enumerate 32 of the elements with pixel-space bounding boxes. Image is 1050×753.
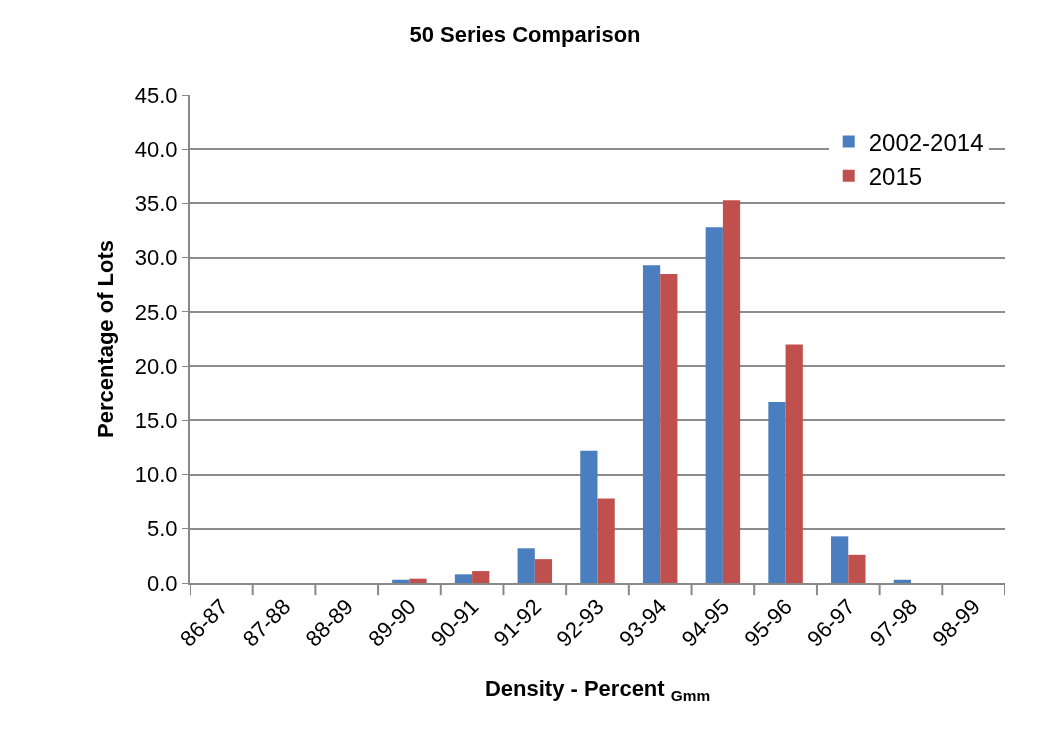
bar: [831, 536, 849, 583]
bar: [785, 344, 803, 583]
y-tick-label: 0.0: [147, 570, 178, 596]
bar: [848, 554, 866, 583]
y-tick-label: 15.0: [134, 408, 178, 434]
legend-label: 2002-2014: [868, 128, 984, 156]
bar: [454, 574, 473, 583]
bar: [580, 450, 598, 583]
y-tick-label: 35.0: [134, 191, 178, 217]
y-tick-label: 30.0: [134, 245, 178, 271]
y-tick-label: 20.0: [134, 353, 178, 379]
bar: [409, 578, 427, 583]
x-axis-title: Density - Percent $_{Gmm}$: [484, 675, 711, 704]
y-tick-label: 45.0: [134, 82, 178, 108]
bar: [472, 571, 490, 583]
bar: [517, 548, 535, 583]
y-axis-title: Percentage of Lots: [93, 239, 119, 439]
bar: [597, 498, 615, 583]
y-tick-label: 10.0: [134, 462, 178, 488]
bar: [642, 265, 661, 583]
bar: [392, 579, 410, 583]
bar: [722, 200, 741, 583]
chart-title: 50 Series Comparison: [409, 21, 641, 47]
legend-label: 2015: [868, 163, 923, 191]
y-tick-label: 25.0: [134, 299, 178, 325]
y-tick-label: 5.0: [147, 516, 178, 542]
bar: [705, 227, 723, 583]
bar: [660, 273, 678, 583]
bar: [893, 579, 911, 583]
y-tick-label: 40.0: [134, 136, 178, 162]
bar: [768, 401, 786, 583]
bar: [534, 559, 553, 583]
